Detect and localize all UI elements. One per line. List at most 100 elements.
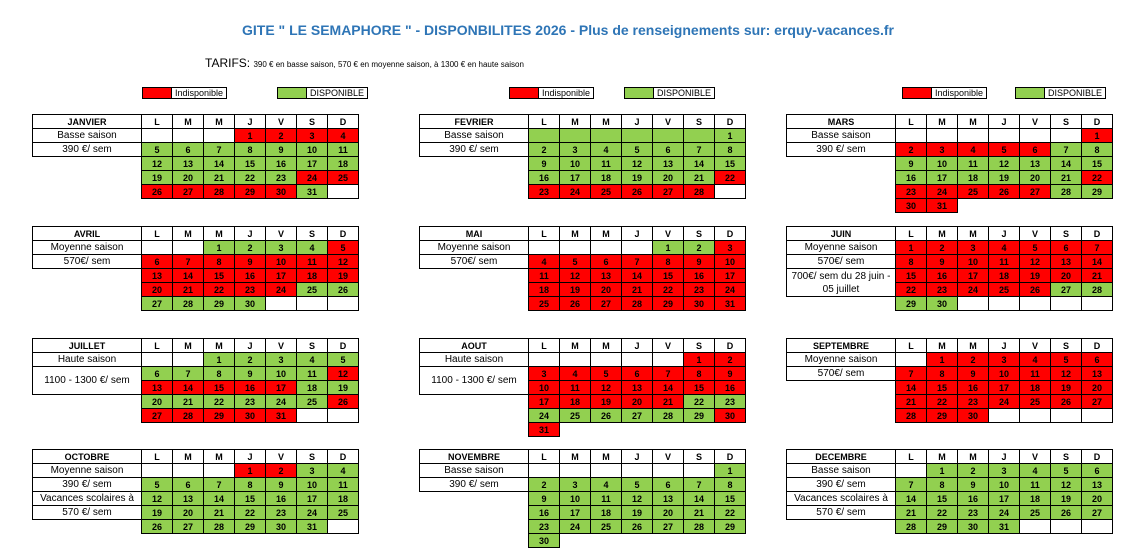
day-cell bbox=[1019, 408, 1051, 423]
day-cell: 2 bbox=[957, 352, 989, 367]
weekday-header: V bbox=[1019, 449, 1051, 464]
weekday-header: M bbox=[203, 449, 235, 464]
day-cell: 24 bbox=[265, 394, 297, 409]
month-name: DECEMBRE bbox=[786, 449, 896, 464]
day-cell: 24 bbox=[988, 394, 1020, 409]
day-cell: 4 bbox=[1019, 352, 1051, 367]
weekday-header: V bbox=[265, 449, 297, 464]
day-cell: 10 bbox=[265, 366, 297, 381]
weekday-header: V bbox=[1019, 226, 1051, 241]
day-cell: 9 bbox=[528, 156, 560, 171]
day-cell: 6 bbox=[1050, 240, 1082, 255]
weekday-header: M bbox=[926, 114, 958, 129]
day-cell: 28 bbox=[172, 296, 204, 311]
month-info bbox=[787, 297, 896, 311]
month-info: 570 €/ sem bbox=[32, 505, 142, 520]
day-cell: 25 bbox=[528, 296, 560, 311]
day-cell: 12 bbox=[1019, 254, 1051, 269]
day-cell: 21 bbox=[1050, 170, 1082, 185]
day-cell bbox=[1050, 519, 1082, 534]
tarifs-label: TARIFS: bbox=[205, 56, 251, 70]
day-cell: 20 bbox=[141, 394, 173, 409]
day-cell: 27 bbox=[590, 296, 622, 311]
day-cell bbox=[172, 128, 204, 143]
weekday-header: M bbox=[590, 114, 622, 129]
month-info bbox=[33, 185, 142, 199]
day-cell: 16 bbox=[528, 170, 560, 185]
day-cell: 11 bbox=[327, 477, 359, 492]
day-cell: 5 bbox=[559, 254, 591, 269]
weekday-header: S bbox=[296, 338, 328, 353]
month-info bbox=[33, 395, 142, 409]
day-cell bbox=[1020, 199, 1051, 213]
day-cell: 5 bbox=[327, 240, 359, 255]
day-cell: 6 bbox=[172, 142, 204, 157]
month-info: Basse saison bbox=[419, 128, 529, 143]
weekday-header: S bbox=[683, 114, 715, 129]
day-cell: 26 bbox=[327, 282, 359, 297]
day-cell: 5 bbox=[1050, 352, 1082, 367]
day-cell: 14 bbox=[172, 380, 204, 395]
day-cell: 27 bbox=[621, 408, 653, 423]
weekday-header: M bbox=[957, 338, 989, 353]
day-cell bbox=[957, 128, 989, 143]
day-cell: 15 bbox=[1081, 156, 1113, 171]
month-info bbox=[420, 492, 529, 506]
day-cell: 24 bbox=[296, 505, 328, 520]
day-cell: 26 bbox=[590, 408, 622, 423]
day-cell: 8 bbox=[714, 477, 746, 492]
day-cell: 28 bbox=[683, 519, 715, 534]
day-cell: 18 bbox=[559, 394, 591, 409]
month-calendar: JANVIER L M M J V S D Basse saison 1 2 3 4 390 €/ sem… bbox=[32, 114, 359, 199]
day-cell: 6 bbox=[141, 254, 173, 269]
month-info: Moyenne saison bbox=[419, 240, 529, 255]
day-cell: 26 bbox=[141, 184, 173, 199]
day-cell: 5 bbox=[988, 142, 1020, 157]
day-cell: 10 bbox=[957, 254, 989, 269]
day-cell: 11 bbox=[590, 156, 622, 171]
day-cell: 3 bbox=[559, 477, 591, 492]
day-cell: 25 bbox=[327, 170, 359, 185]
day-cell: 12 bbox=[1050, 477, 1082, 492]
month-calendar: OCTOBRE L M M J V S D Moyenne saison 1 2 3 4 390 €/ s… bbox=[32, 449, 359, 534]
day-cell bbox=[296, 296, 328, 311]
day-cell: 4 bbox=[988, 240, 1020, 255]
day-cell: 21 bbox=[1081, 268, 1113, 283]
day-cell: 7 bbox=[683, 142, 715, 157]
day-cell: 16 bbox=[234, 380, 266, 395]
day-cell bbox=[1019, 519, 1051, 534]
weekday-header: J bbox=[234, 449, 266, 464]
day-cell bbox=[528, 463, 560, 478]
weekday-header: M bbox=[926, 449, 958, 464]
legend-unavailable-swatch bbox=[142, 87, 172, 99]
day-cell: 27 bbox=[1050, 282, 1082, 297]
day-cell: 2 bbox=[528, 477, 560, 492]
month-info: 390 €/ sem bbox=[32, 477, 142, 492]
day-cell bbox=[684, 534, 715, 548]
day-cell: 21 bbox=[172, 282, 204, 297]
day-cell bbox=[1050, 128, 1082, 143]
day-cell: 4 bbox=[327, 128, 359, 143]
month-info bbox=[33, 297, 142, 311]
day-cell: 29 bbox=[895, 296, 927, 311]
weekday-header: M bbox=[926, 338, 958, 353]
day-cell: 4 bbox=[559, 366, 591, 381]
weekday-header: M bbox=[957, 449, 989, 464]
day-cell: 1 bbox=[683, 352, 715, 367]
day-cell bbox=[714, 184, 746, 199]
day-cell: 30 bbox=[926, 296, 958, 311]
weekday-header: J bbox=[988, 449, 1020, 464]
day-cell: 19 bbox=[1050, 491, 1082, 506]
day-cell: 1 bbox=[1081, 128, 1113, 143]
day-cell bbox=[327, 296, 359, 311]
day-cell bbox=[958, 199, 989, 213]
weekday-header: S bbox=[296, 226, 328, 241]
day-cell: 10 bbox=[988, 366, 1020, 381]
weekday-header: D bbox=[1081, 449, 1113, 464]
legend-available-label: DISPONIBLE bbox=[307, 87, 369, 99]
day-cell: 15 bbox=[652, 268, 684, 283]
month-info bbox=[33, 157, 142, 171]
day-cell: 9 bbox=[957, 477, 989, 492]
legend-available-swatch bbox=[277, 87, 308, 99]
day-cell bbox=[621, 240, 653, 255]
